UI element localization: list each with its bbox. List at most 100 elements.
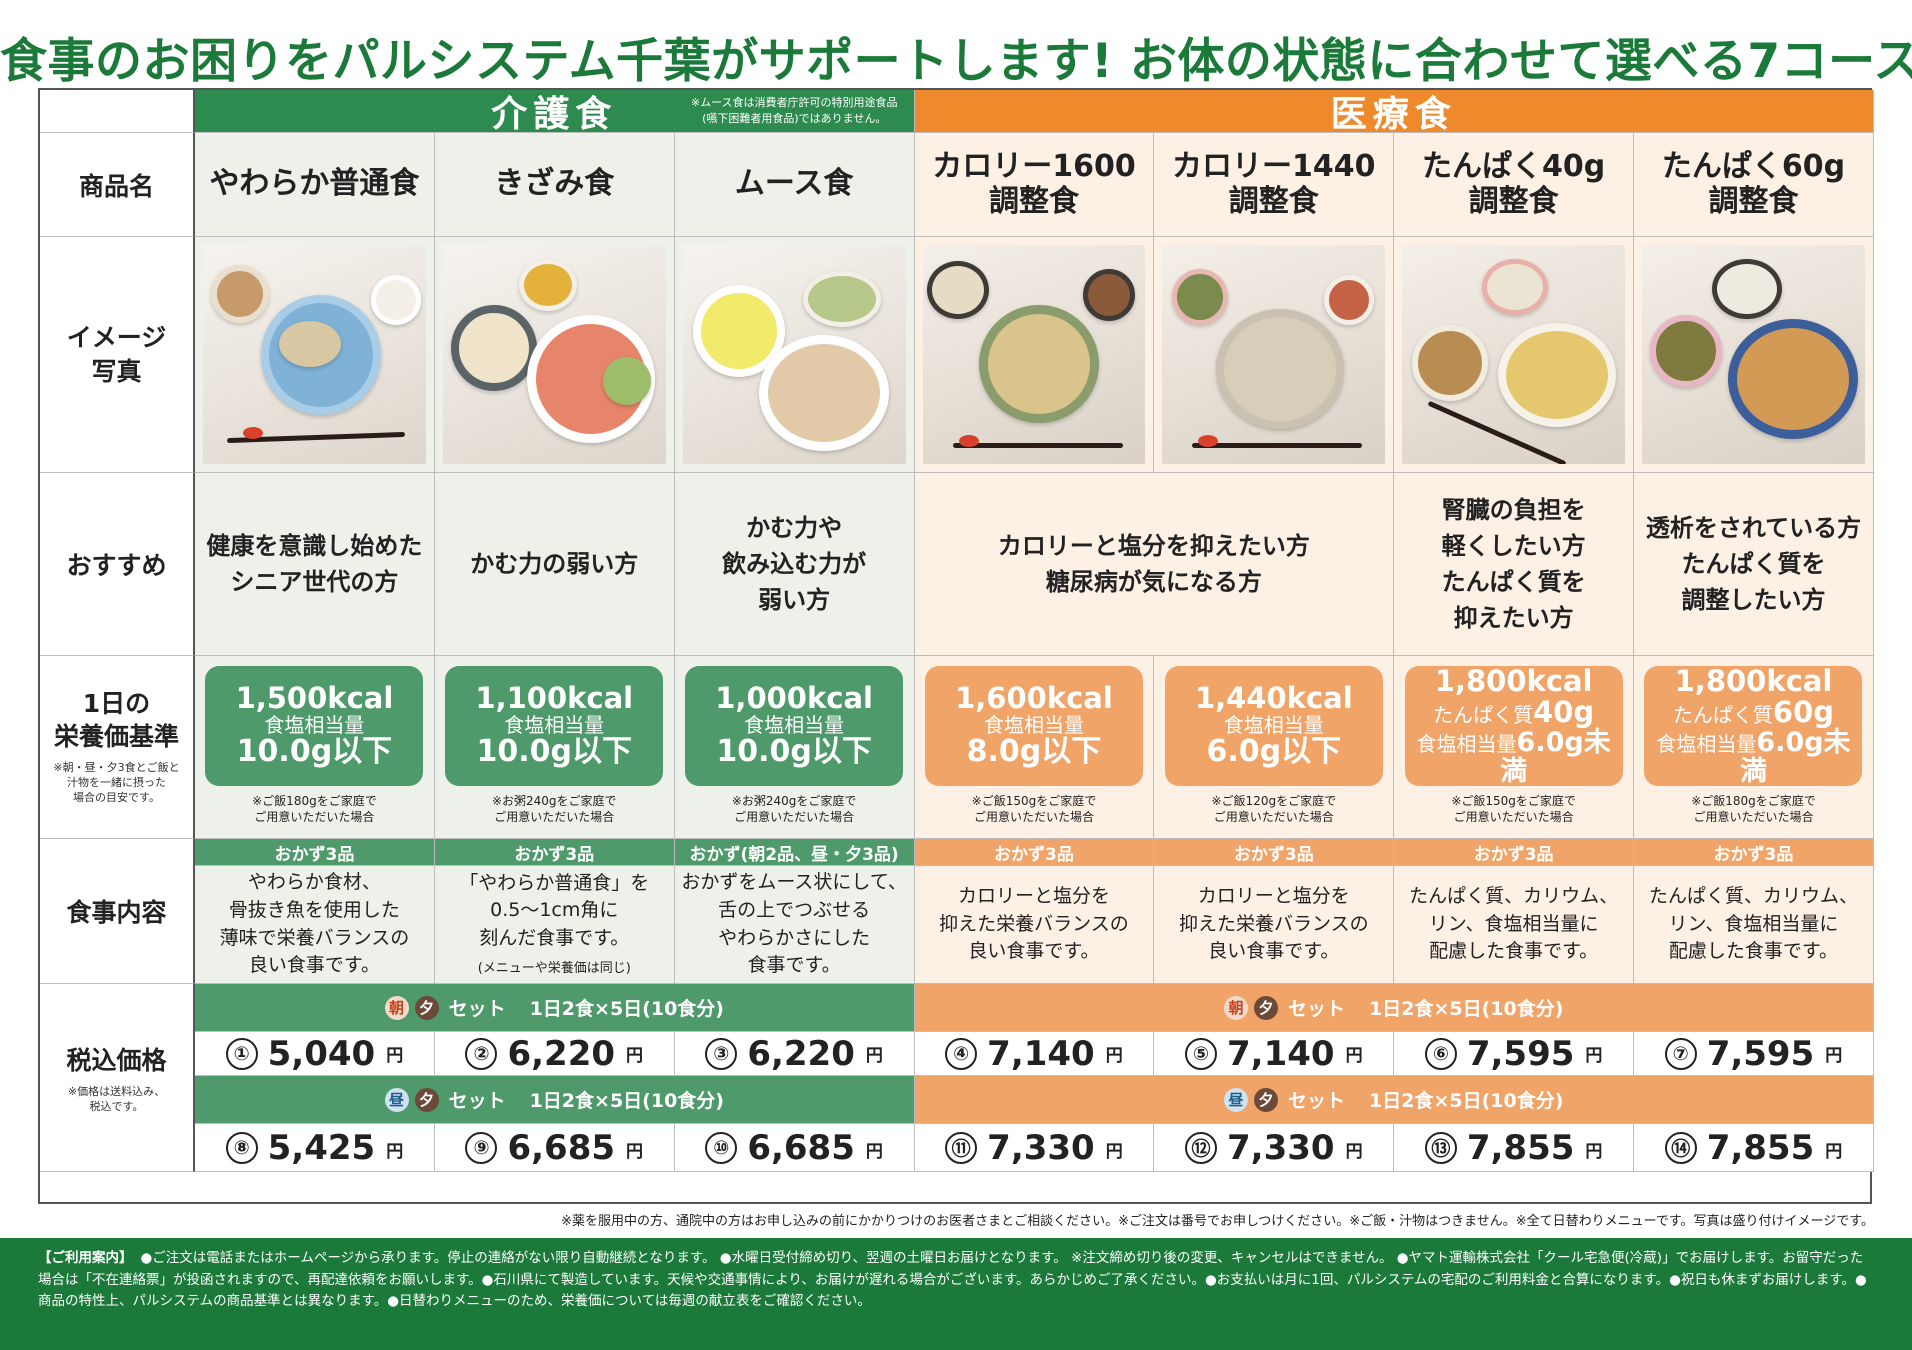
set-label: セット: [1288, 998, 1346, 1020]
product-name-yawaraka: やわらか普通食: [195, 133, 435, 237]
kcal-value: 1,100kcal: [475, 681, 634, 716]
rice-note: ※お粥240gをご家庭で ご用意いただいた場合: [491, 794, 617, 824]
nutrition-badge: 1,800kcal たんぱく質40g 食塩相当量6.0g未満: [1404, 663, 1623, 786]
nutrition-badge: 1,100kcal 食塩相当量 10.0g以下: [445, 666, 664, 786]
row-label-photo: イメージ 写真: [40, 237, 195, 473]
price-b-kizami: ⑨ 6,685 円: [434, 1124, 675, 1172]
meal-subnote: (メニューや栄養価は同じ): [477, 961, 631, 977]
nutrition-badge: 1,800kcal たんぱく質60g 食塩相当量6.0g未満: [1644, 663, 1863, 786]
product-name-mousse: ムース食: [674, 133, 915, 237]
price-value: 7,855: [1466, 1127, 1575, 1168]
meal-cal1600: カロリーと塩分を 抑えた栄養バランスの 良い食事です。: [914, 866, 1155, 984]
price-b-protein40: ⑬ 7,855 円: [1394, 1124, 1635, 1172]
price-value: 7,330: [987, 1127, 1095, 1168]
row-label-name: 商品名: [40, 133, 195, 237]
usage-guide-footer: 【ご利用案内】 ●ご注文は電話またはホームページから承ります。停止の連絡がない限り…: [0, 1238, 1912, 1350]
nutrition-badge: 1,440kcal 食塩相当量 6.0g以下: [1164, 666, 1383, 786]
nutrition-yawaraka: 1,500kcal 食塩相当量 10.0g以下 ※ご飯180gをご家庭で ご用意…: [195, 656, 435, 839]
set-detail: 1日2食×5日(10食分): [529, 1090, 724, 1112]
rice-note: ※ご飯150gをご家庭で ご用意いただいた場合: [1451, 794, 1576, 824]
price-a-protein40: ⑥ 7,595 円: [1394, 1032, 1635, 1076]
dinner-symbol: 夕: [1254, 995, 1279, 1020]
okazu-cal1440: おかず3品: [1154, 839, 1395, 866]
price-note: ※価格は送料込み、 税込です。: [67, 1084, 166, 1113]
price-b-protein60: ⑭ 7,855 円: [1634, 1124, 1874, 1172]
usage-guide-title: 【ご利用案内】: [38, 1250, 133, 1266]
recommend-kizami: かむ力の弱い方: [434, 473, 675, 656]
price-b-yawaraka: ⑧ 5,425 円: [195, 1124, 435, 1172]
photo-mousse: [674, 237, 915, 473]
price-b-cal1600: ⑪ 7,330 円: [914, 1124, 1155, 1172]
meal-text: 「やわらか普通食」を 0.5〜1cm角に 刻んだ食事です。: [459, 871, 650, 949]
price-value: 7,855: [1706, 1127, 1815, 1168]
yen-unit: 円: [1585, 1046, 1603, 1066]
salt-line: 食塩相当量6.0g未満: [1644, 728, 1862, 786]
product-name-cal1440: カロリー1440 調整食: [1154, 133, 1395, 237]
rice-note: ※お粥240gをご家庭で ご用意いただいた場合: [731, 794, 857, 824]
protein-value: 40g: [1533, 694, 1595, 729]
yen-unit: 円: [1105, 1142, 1123, 1162]
recommend-mousse: かむ力や 飲み込む力が 弱い方: [674, 473, 915, 656]
set-a-band-medical: 朝 夕 セット 1日2食×5日(10食分): [914, 984, 1874, 1032]
recommend-calorie: カロリーと塩分を抑えたい方 糖尿病が気になる方: [914, 473, 1395, 656]
product-name-cal1600: カロリー1600 調整食: [914, 133, 1155, 237]
breakfast-symbol: 朝: [384, 995, 409, 1020]
price-a-protein60: ⑦ 7,595 円: [1634, 1032, 1874, 1076]
price-value: 6,220: [507, 1033, 616, 1074]
okazu-yawaraka: おかず3品: [195, 839, 435, 866]
rice-note: ※ご飯150gをご家庭で ご用意いただいた場合: [971, 794, 1097, 824]
nutrition-cal1440: 1,440kcal 食塩相当量 6.0g以下 ※ご飯120gをご家庭で ご用意い…: [1154, 656, 1395, 839]
price-value: 7,140: [1227, 1033, 1335, 1074]
price-a-cal1600: ④ 7,140 円: [914, 1032, 1155, 1076]
photo-kizami: [434, 237, 675, 473]
meal-cal1440: カロリーと塩分を 抑えた栄養バランスの 良い食事です。: [1154, 866, 1395, 984]
price-a-cal1440: ⑤ 7,140 円: [1154, 1032, 1395, 1076]
order-number: ⑨: [465, 1131, 498, 1164]
product-name-protein40: たんぱく40g 調整食: [1394, 133, 1635, 237]
protein-line: たんぱく質40g: [1433, 694, 1595, 729]
price-a-yawaraka: ① 5,040 円: [195, 1032, 435, 1076]
row-label-nutrition: 1日の 栄養価基準 ※朝・昼・夕3食とご飯と 汁物を一緒に摂った 場合の目安です…: [40, 656, 195, 839]
photo-protein60: [1634, 237, 1874, 473]
lunch-symbol: 昼: [1224, 1087, 1249, 1112]
page-headline: 食事のお困りをパルシステム千葉がサポートします! お体の状態に合わせて選べる7コ…: [0, 34, 1912, 89]
price-label: 税込価格: [66, 1045, 167, 1075]
price-value: 5,425: [267, 1127, 376, 1168]
order-number: ⑭: [1664, 1131, 1697, 1164]
yen-unit: 円: [1345, 1046, 1363, 1066]
corner-cell: [40, 90, 195, 133]
yen-unit: 円: [1825, 1046, 1843, 1066]
nutrition-badge: 1,600kcal 食塩相当量 8.0g以下: [924, 666, 1143, 786]
row-label-recommend: おすすめ: [40, 473, 195, 656]
salt-label: 食塩相当量: [504, 712, 605, 737]
order-number: ⑪: [945, 1131, 978, 1164]
mousse-disclaimer: ※ムース食は消費者庁許可の特別用途食品 (嚥下困難者用食品)ではありません。: [690, 96, 898, 125]
lunch-symbol: 昼: [384, 1087, 409, 1112]
okazu-protein60: おかず3品: [1634, 839, 1874, 866]
meal-mousse: おかずをムース状にして、 舌の上でつぶせる やわらかさにした 食事です。: [674, 866, 915, 984]
price-a-mousse: ③ 6,220 円: [674, 1032, 915, 1076]
kcal-value: 1,000kcal: [715, 681, 873, 716]
photo-protein40: [1394, 237, 1635, 473]
salt-label: 食塩相当量: [744, 712, 845, 737]
nutrition-mousse: 1,000kcal 食塩相当量 10.0g以下 ※お粥240gをご家庭で ご用意…: [674, 656, 915, 839]
care-group-header: 介護食 ※ムース食は消費者庁許可の特別用途食品 (嚥下困難者用食品)ではありませ…: [195, 90, 915, 135]
meal-kizami: 「やわらか普通食」を 0.5〜1cm角に 刻んだ食事です。 (メニューや栄養価は…: [434, 866, 675, 984]
salt-value: 8.0g以下: [966, 734, 1102, 770]
kcal-value: 1,800kcal: [1434, 663, 1593, 698]
order-number: ⑩: [705, 1131, 738, 1164]
yen-unit: 円: [626, 1046, 644, 1066]
nutrition-note: ※朝・昼・夕3食とご飯と 汁物を一緒に摂った 場合の目安です。: [53, 761, 180, 804]
photo-cal1440: [1154, 237, 1395, 473]
kcal-value: 1,600kcal: [955, 681, 1113, 716]
price-value: 6,685: [747, 1127, 855, 1168]
recommend-yawaraka: 健康を意識し始めた シニア世代の方: [195, 473, 435, 656]
order-number: ②: [465, 1037, 498, 1070]
set-detail: 1日2食×5日(10食分): [529, 998, 724, 1020]
nutrition-badge: 1,500kcal 食塩相当量 10.0g以下: [205, 666, 424, 786]
set-label: セット: [448, 1090, 506, 1112]
order-number: ⑫: [1185, 1131, 1218, 1164]
kcal-value: 1,800kcal: [1674, 663, 1833, 698]
photo-yawaraka: [195, 237, 435, 473]
set-b-band-care: 昼 夕 セット 1日2食×5日(10食分): [195, 1076, 915, 1124]
